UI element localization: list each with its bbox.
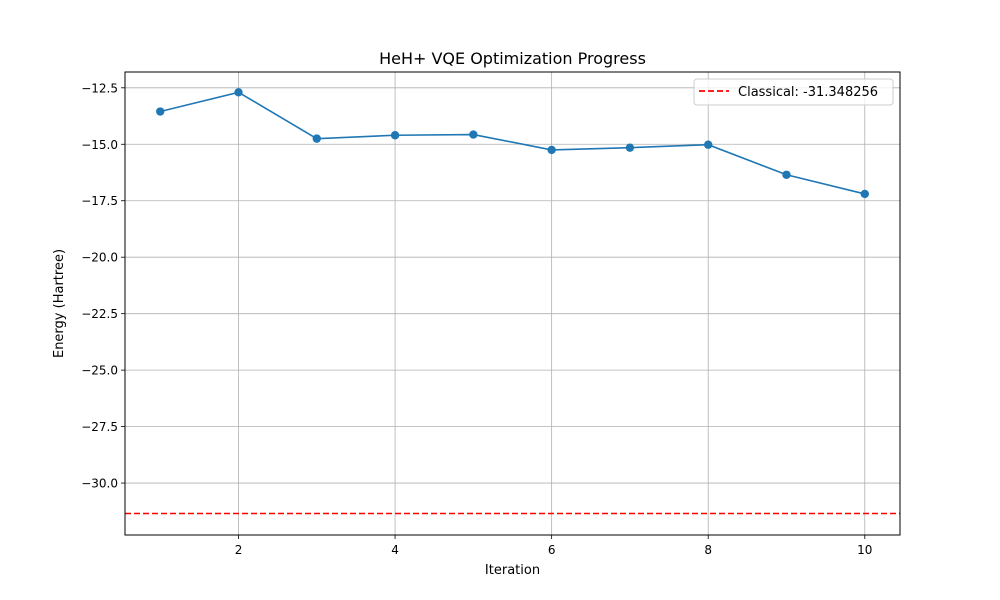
y-tick-label: −12.5	[81, 81, 118, 95]
chart-title: HeH+ VQE Optimization Progress	[379, 49, 646, 68]
y-tick-label: −20.0	[81, 251, 118, 265]
y-tick-label: −25.0	[81, 364, 118, 378]
legend-label-classical: Classical: -31.348256	[738, 85, 878, 100]
x-tick-label: 8	[704, 543, 712, 557]
data-point	[547, 145, 556, 155]
axes-frame	[124, 71, 901, 536]
data-point	[390, 131, 400, 140]
x-axis-label: Iteration	[485, 563, 540, 578]
x-tick-label: 6	[548, 543, 556, 557]
data-point	[469, 130, 478, 139]
ticks: 2 4 6 8 10 −30.0 −27.5 −25.0 −22.5 −20.0 −17.5 −15.…	[81, 81, 872, 557]
y-tick-label: −22.5	[81, 307, 118, 321]
x-tick-label: 2	[235, 543, 243, 557]
x-tick-label: 4	[391, 543, 399, 557]
series-line	[160, 91, 865, 195]
data-point	[625, 143, 635, 152]
data-point	[156, 107, 165, 116]
data-point	[704, 140, 713, 149]
y-tick-label: −27.5	[81, 420, 118, 434]
y-tick-label: −17.5	[81, 194, 118, 208]
y-tick-label: −30.0	[81, 477, 118, 491]
plot-area	[125, 88, 900, 515]
legend-box	[693, 78, 894, 106]
data-point	[860, 189, 869, 199]
data-point	[234, 88, 243, 97]
data-point	[312, 134, 321, 143]
data-point	[782, 170, 791, 179]
x-tick-label: 10	[857, 543, 872, 557]
y-axis-label: Energy (Hartree)	[52, 249, 67, 358]
legend: Classical: -31.348256	[693, 78, 894, 106]
y-tick-label: −15.0	[81, 138, 118, 152]
